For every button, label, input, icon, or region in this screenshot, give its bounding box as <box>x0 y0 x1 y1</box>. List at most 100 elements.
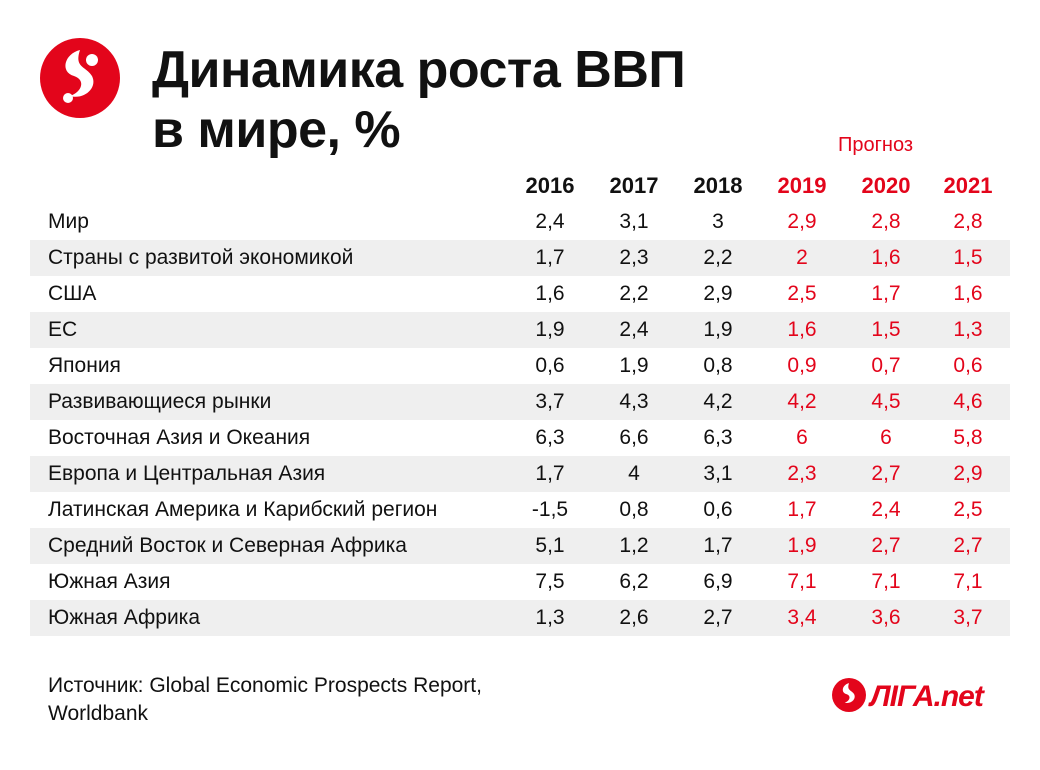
row-label: Южная Африка <box>48 600 200 636</box>
table-cell: 2,3 <box>592 240 676 276</box>
table-cell: 5,8 <box>926 420 1010 456</box>
table-cell: 6,3 <box>676 420 760 456</box>
table-cell: 0,7 <box>844 348 928 384</box>
table-cell: 2,2 <box>676 240 760 276</box>
column-header-2020: 2020 <box>844 168 928 204</box>
table-cell: 2,4 <box>592 312 676 348</box>
table-row: Мир 2,4 3,1 3 2,9 2,8 2,8 <box>0 204 1040 240</box>
table-row: Южная Африка 1,3 2,6 2,7 3,4 3,6 3,7 <box>0 600 1040 636</box>
table-cell: 1,3 <box>926 312 1010 348</box>
table-row: Европа и Центральная Азия 1,7 4 3,1 2,3 2,7 2,… <box>0 456 1040 492</box>
table-row: Япония 0,6 1,9 0,8 0,9 0,7 0,6 <box>0 348 1040 384</box>
table-cell: 1,7 <box>676 528 760 564</box>
table-cell: 0,9 <box>760 348 844 384</box>
table-cell: 1,9 <box>676 312 760 348</box>
table-cell: 6,9 <box>676 564 760 600</box>
table-cell: 3,4 <box>760 600 844 636</box>
table-cell: 1,7 <box>508 240 592 276</box>
table-cell: 4,3 <box>592 384 676 420</box>
table-cell: 2,4 <box>844 492 928 528</box>
liga-small-logo-icon <box>832 678 866 712</box>
row-label: Восточная Азия и Океания <box>48 420 310 456</box>
table-row: ЕС 1,9 2,4 1,9 1,6 1,5 1,3 <box>0 312 1040 348</box>
table-row: Средний Восток и Северная Африка 5,1 1,2 1,… <box>0 528 1040 564</box>
table-row: Южная Азия 7,5 6,2 6,9 7,1 7,1 7,1 <box>0 564 1040 600</box>
source-note: Источник: Global Economic Prospects Repo… <box>48 672 488 728</box>
table-cell: 2,6 <box>592 600 676 636</box>
row-label: США <box>48 276 96 312</box>
table-row: США 1,6 2,2 2,9 2,5 1,7 1,6 <box>0 276 1040 312</box>
table-cell: 1,9 <box>760 528 844 564</box>
column-header-2021: 2021 <box>926 168 1010 204</box>
table-cell: 2,5 <box>760 276 844 312</box>
column-header-2017: 2017 <box>592 168 676 204</box>
table-cell: 1,2 <box>592 528 676 564</box>
table-cell: 6 <box>760 420 844 456</box>
row-label: Латинская Америка и Карибский регион <box>48 492 437 528</box>
table-cell: 4,6 <box>926 384 1010 420</box>
table-cell: 1,7 <box>844 276 928 312</box>
table-cell: 3,1 <box>676 456 760 492</box>
table-cell: 1,5 <box>844 312 928 348</box>
row-label: Средний Восток и Северная Африка <box>48 528 407 564</box>
table-cell: 6,2 <box>592 564 676 600</box>
table-cell: 0,8 <box>592 492 676 528</box>
row-label: Мир <box>48 204 89 240</box>
table-cell: 2,4 <box>508 204 592 240</box>
row-label: ЕС <box>48 312 77 348</box>
column-header-2019: 2019 <box>760 168 844 204</box>
table-cell: 2 <box>760 240 844 276</box>
row-label: Южная Азия <box>48 564 170 600</box>
table-cell: -1,5 <box>508 492 592 528</box>
table-cell: 3,6 <box>844 600 928 636</box>
table-cell: 1,9 <box>508 312 592 348</box>
table-cell: 1,7 <box>508 456 592 492</box>
table-cell: 3 <box>676 204 760 240</box>
table-cell: 4,2 <box>760 384 844 420</box>
table-cell: 2,9 <box>926 456 1010 492</box>
table-header: 2016 2017 2018 2019 2020 2021 <box>0 168 1040 204</box>
table-cell: 4,2 <box>676 384 760 420</box>
table-cell: 1,9 <box>592 348 676 384</box>
table-cell: 6 <box>844 420 928 456</box>
table-cell: 2,8 <box>926 204 1010 240</box>
table-cell: 5,1 <box>508 528 592 564</box>
table-cell: 2,7 <box>676 600 760 636</box>
table-cell: 1,6 <box>508 276 592 312</box>
table-cell: 4 <box>592 456 676 492</box>
table-cell: 1,6 <box>760 312 844 348</box>
table-cell: 0,6 <box>508 348 592 384</box>
table-cell: 2,7 <box>844 456 928 492</box>
table-cell: 0,6 <box>926 348 1010 384</box>
table-cell: 2,3 <box>760 456 844 492</box>
table-cell: 4,5 <box>844 384 928 420</box>
table-cell: 7,5 <box>508 564 592 600</box>
row-label: Европа и Центральная Азия <box>48 456 325 492</box>
table-cell: 0,8 <box>676 348 760 384</box>
table-cell: 3,7 <box>926 600 1010 636</box>
row-label: Развивающиеся рынки <box>48 384 271 420</box>
table-row: Страны с развитой экономикой 1,7 2,3 2,2 2 1,… <box>0 240 1040 276</box>
table-cell: 6,3 <box>508 420 592 456</box>
liga-logo-icon <box>40 38 120 118</box>
table-cell: 3,1 <box>592 204 676 240</box>
table-cell: 1,5 <box>926 240 1010 276</box>
table-cell: 2,7 <box>926 528 1010 564</box>
table-cell: 6,6 <box>592 420 676 456</box>
table-cell: 2,9 <box>760 204 844 240</box>
table-cell: 7,1 <box>844 564 928 600</box>
table-cell: 1,3 <box>508 600 592 636</box>
data-table: Мир 2,4 3,1 3 2,9 2,8 2,8 Страны с развитой эко… <box>0 204 1040 636</box>
table-cell: 1,7 <box>760 492 844 528</box>
table-cell: 1,6 <box>926 276 1010 312</box>
table-cell: 1,6 <box>844 240 928 276</box>
table-row: Восточная Азия и Океания 6,3 6,6 6,3 6 6 5,8 <box>0 420 1040 456</box>
column-header-2016: 2016 <box>508 168 592 204</box>
column-header-2018: 2018 <box>676 168 760 204</box>
table-cell: 0,6 <box>676 492 760 528</box>
table-cell: 2,8 <box>844 204 928 240</box>
table-cell: 7,1 <box>926 564 1010 600</box>
table-row: Латинская Америка и Карибский регион -1,5… <box>0 492 1040 528</box>
brand-wordmark: ЛІГА.net <box>870 680 983 714</box>
page-title: Динамика роста ВВП в мире, % <box>152 40 685 160</box>
